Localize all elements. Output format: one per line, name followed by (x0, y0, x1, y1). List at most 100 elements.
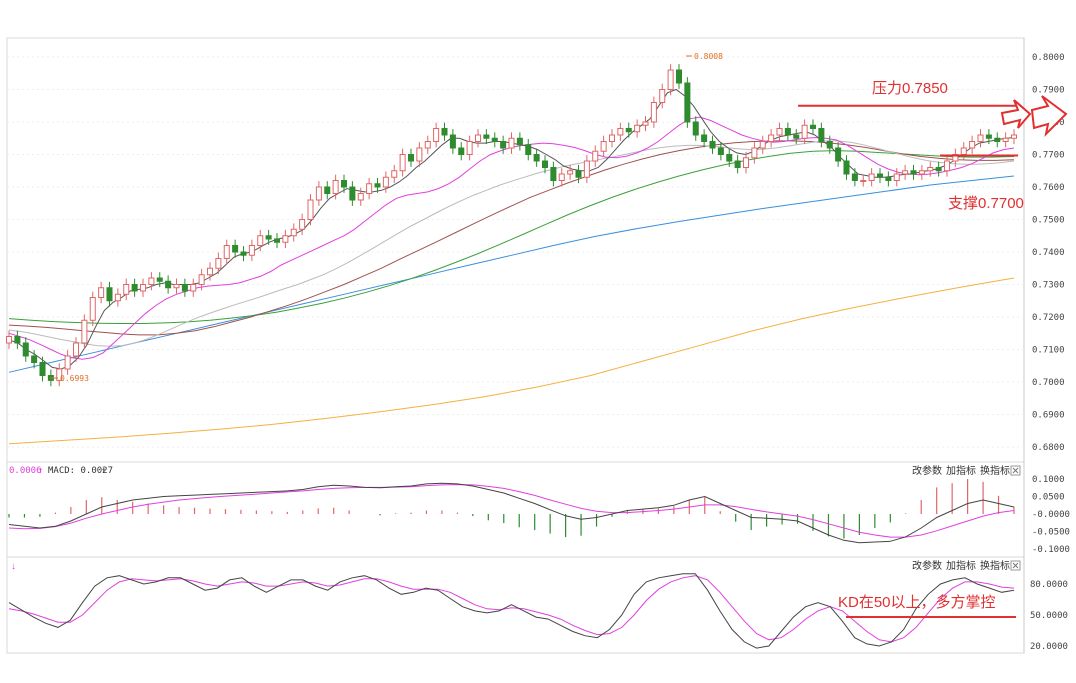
candle[interactable] (533, 148, 540, 167)
candle[interactable] (910, 164, 917, 180)
candle[interactable] (257, 229, 264, 252)
candle[interactable] (960, 142, 967, 161)
candle[interactable] (726, 148, 733, 167)
candle[interactable] (583, 155, 590, 184)
candle[interactable] (139, 278, 147, 297)
candle[interactable] (466, 135, 473, 161)
candle[interactable] (433, 122, 440, 148)
candle[interactable] (5, 330, 13, 349)
candle[interactable] (206, 262, 214, 281)
candle[interactable] (1002, 132, 1009, 148)
candle[interactable] (22, 337, 29, 362)
candle[interactable] (893, 168, 900, 187)
candle[interactable] (851, 168, 858, 187)
candle[interactable] (717, 142, 724, 161)
candle[interactable] (315, 181, 322, 206)
candle[interactable] (248, 239, 255, 262)
candle[interactable] (391, 164, 398, 184)
candle[interactable] (801, 119, 808, 145)
candle[interactable] (617, 122, 624, 141)
candle[interactable] (424, 135, 431, 154)
candle[interactable] (860, 174, 867, 187)
candle[interactable] (625, 122, 632, 138)
candle[interactable] (64, 350, 71, 375)
candle[interactable] (525, 138, 532, 161)
candle[interactable] (232, 239, 239, 258)
candle[interactable] (382, 171, 389, 193)
candle[interactable] (885, 171, 892, 187)
candle[interactable] (650, 96, 657, 128)
candle[interactable] (265, 229, 272, 245)
candle[interactable] (709, 135, 716, 154)
macd-button-switch-indicator[interactable]: 换指标 (980, 464, 1010, 477)
candle[interactable] (324, 181, 331, 200)
candle[interactable] (818, 122, 825, 148)
candle[interactable] (985, 129, 992, 145)
candle[interactable] (550, 161, 557, 187)
candle[interactable] (1010, 129, 1018, 145)
candle[interactable] (558, 168, 565, 187)
kd-toolbar[interactable]: 改参数 加指标 换指标 (912, 559, 1021, 572)
candle[interactable] (600, 135, 607, 158)
candle[interactable] (575, 164, 582, 184)
candle[interactable] (416, 142, 423, 167)
candle[interactable] (742, 151, 750, 174)
candle[interactable] (701, 129, 708, 148)
candle[interactable] (474, 129, 482, 148)
candle[interactable] (357, 187, 364, 206)
candle[interactable] (943, 155, 951, 177)
candle[interactable] (156, 272, 163, 288)
candle[interactable] (659, 83, 666, 109)
candle[interactable] (918, 164, 925, 180)
candle[interactable] (98, 281, 105, 304)
candle[interactable] (667, 64, 674, 96)
candle[interactable] (407, 148, 415, 167)
candle[interactable] (148, 272, 155, 291)
candle[interactable] (809, 119, 817, 135)
candle[interactable] (541, 155, 549, 174)
candle[interactable] (81, 314, 88, 349)
candle[interactable] (31, 350, 38, 369)
candle[interactable] (776, 122, 783, 141)
candle[interactable] (868, 168, 875, 187)
candle[interactable] (500, 135, 507, 154)
candle[interactable] (642, 116, 649, 132)
candle[interactable] (927, 161, 934, 177)
candle[interactable] (56, 363, 63, 387)
candle[interactable] (483, 129, 490, 145)
candle[interactable] (508, 132, 515, 154)
candle[interactable] (114, 288, 121, 307)
candle[interactable] (273, 233, 281, 249)
candle[interactable] (784, 122, 791, 141)
candle[interactable] (374, 177, 381, 193)
candle[interactable] (198, 268, 205, 291)
candle[interactable] (835, 142, 842, 167)
candle[interactable] (106, 281, 113, 307)
candle[interactable] (215, 252, 222, 275)
candle[interactable] (751, 142, 758, 164)
candle[interactable] (977, 129, 984, 148)
candle[interactable] (89, 291, 96, 327)
candle[interactable] (72, 337, 80, 362)
candle[interactable] (567, 164, 574, 180)
candle[interactable] (902, 164, 909, 180)
candle[interactable] (969, 135, 976, 154)
kd-button-switch-indicator[interactable]: 换指标 (980, 559, 1010, 572)
macd-button-edit-params[interactable]: 改参数 (912, 464, 942, 477)
candle[interactable] (299, 213, 306, 236)
candle[interactable] (793, 129, 800, 145)
candle[interactable] (307, 194, 314, 226)
candle[interactable] (935, 161, 942, 177)
candle[interactable] (332, 174, 339, 200)
candle[interactable] (349, 181, 356, 206)
candle[interactable] (634, 119, 641, 138)
candle[interactable] (190, 278, 197, 297)
candle[interactable] (692, 116, 699, 141)
candle[interactable] (173, 278, 180, 294)
candle[interactable] (282, 229, 289, 249)
candle[interactable] (366, 177, 373, 200)
candle[interactable] (994, 132, 1001, 148)
candle[interactable] (449, 129, 456, 154)
candle[interactable] (608, 129, 616, 148)
candle[interactable] (458, 142, 465, 161)
